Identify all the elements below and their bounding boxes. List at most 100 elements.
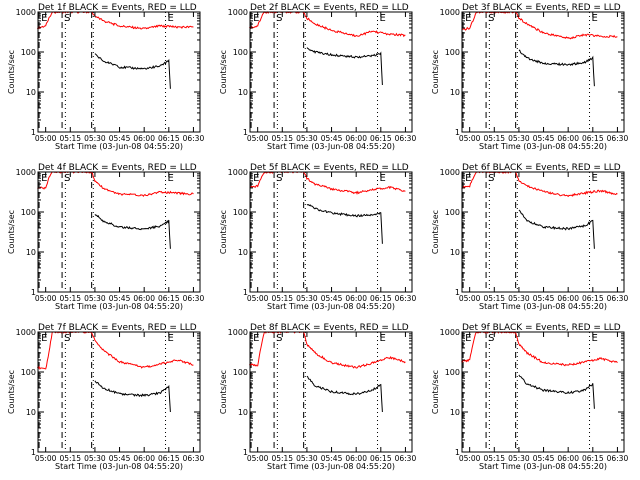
y-tick-label: 10: [450, 408, 460, 417]
x-tick-label: 05:45: [321, 454, 343, 463]
series-events: [518, 374, 595, 409]
marker-label: E: [41, 173, 47, 184]
panel-title: Det 3f BLACK = Events, RED = LLD: [462, 3, 621, 13]
panel-title: Det 7f BLACK = Events, RED = LLD: [38, 323, 197, 333]
x-tick-label: 06:15: [158, 134, 180, 143]
y-tick-label: 10: [26, 408, 36, 417]
x-tick-label: 06:15: [582, 454, 604, 463]
series-events: [94, 380, 171, 413]
series-lld: [249, 11, 406, 38]
x-tick-label: 05:45: [533, 134, 555, 143]
panel-title: Det 6f BLACK = Events, RED = LLD: [462, 163, 621, 173]
x-tick-label: 06:00: [133, 454, 155, 463]
series-events: [518, 49, 595, 87]
x-tick-label: 05:45: [109, 454, 131, 463]
x-tick-label: 05:00: [459, 294, 481, 303]
y-tick-label: 100: [21, 48, 36, 57]
y-axis-label: Counts/sec: [431, 370, 440, 414]
marker-label: E: [465, 173, 471, 184]
marker-label: S: [64, 13, 70, 24]
x-tick-label: 06:30: [607, 294, 629, 303]
marker-label: E: [592, 13, 598, 24]
y-tick-label: 1000: [16, 328, 36, 337]
y-tick-label: 1000: [228, 8, 248, 17]
y-tick-label: 10: [238, 88, 248, 97]
x-tick-label: 05:30: [296, 134, 318, 143]
series-events: [306, 375, 383, 413]
y-tick-label: 1000: [16, 168, 36, 177]
x-tick-label: 06:30: [607, 134, 629, 143]
x-tick-label: 06:30: [607, 454, 629, 463]
y-tick-label: 10: [450, 248, 460, 257]
y-tick-label: 1000: [16, 8, 36, 17]
x-axis-label: Start Time (03-Jun-08 04:55:20): [267, 302, 395, 311]
marker-label: E: [465, 13, 471, 24]
panel-title: Det 2f BLACK = Events, RED = LLD: [250, 3, 409, 13]
x-tick-label: 05:15: [483, 454, 505, 463]
x-tick-label: 06:15: [370, 134, 392, 143]
x-tick-label: 06:15: [158, 294, 180, 303]
marker-label: S: [488, 333, 494, 344]
x-tick-label: 05:15: [483, 134, 505, 143]
x-tick-label: 06:30: [183, 294, 205, 303]
x-tick-label: 06:15: [370, 294, 392, 303]
series-events: [306, 203, 383, 244]
x-tick-label: 05:45: [109, 294, 131, 303]
marker-label: S: [276, 173, 282, 184]
panel-title: Det 1f BLACK = Events, RED = LLD: [38, 3, 197, 13]
panel-title: Det 4f BLACK = Events, RED = LLD: [38, 163, 197, 173]
x-tick-label: 05:15: [59, 294, 81, 303]
y-tick-label: 10: [238, 248, 248, 257]
x-tick-label: 05:30: [84, 134, 106, 143]
series-events: [306, 47, 383, 86]
x-tick-label: 05:15: [59, 454, 81, 463]
x-tick-label: 06:00: [557, 294, 579, 303]
x-tick-label: 06:00: [557, 454, 579, 463]
marker-label: E: [380, 13, 386, 24]
series-lld: [37, 331, 194, 370]
y-tick-label: 100: [445, 368, 460, 377]
y-tick-label: 1: [455, 448, 460, 457]
series-events: [94, 214, 171, 249]
marker-label: S: [488, 13, 494, 24]
x-tick-label: 05:00: [35, 134, 57, 143]
y-tick-label: 1: [455, 288, 460, 297]
y-tick-label: 1000: [228, 328, 248, 337]
plot-frame: [37, 11, 201, 133]
y-tick-label: 1: [31, 448, 36, 457]
panel-title: Det 5f BLACK = Events, RED = LLD: [250, 163, 409, 173]
marker-label: S: [276, 13, 282, 24]
y-axis-label: Counts/sec: [219, 50, 228, 94]
y-tick-label: 10: [26, 248, 36, 257]
x-tick-label: 06:00: [133, 134, 155, 143]
marker-label: S: [488, 173, 494, 184]
x-tick-label: 06:30: [183, 454, 205, 463]
x-axis-label: Start Time (03-Jun-08 04:55:20): [55, 462, 183, 471]
y-tick-label: 10: [450, 88, 460, 97]
x-tick-label: 05:00: [247, 454, 269, 463]
x-tick-label: 05:15: [271, 454, 293, 463]
plot-frame: [249, 171, 413, 293]
y-axis-label: Counts/sec: [431, 210, 440, 254]
x-axis-label: Start Time (03-Jun-08 04:55:20): [55, 302, 183, 311]
panel-title: Det 8f BLACK = Events, RED = LLD: [250, 323, 409, 333]
y-tick-label: 10: [26, 88, 36, 97]
x-tick-label: 05:30: [508, 134, 530, 143]
marker-label: E: [41, 13, 47, 24]
x-tick-label: 06:30: [395, 294, 417, 303]
x-tick-label: 05:00: [459, 134, 481, 143]
marker-label: S: [64, 333, 70, 344]
x-axis-label: Start Time (03-Jun-08 04:55:20): [479, 142, 607, 151]
y-tick-label: 1000: [440, 328, 460, 337]
marker-label: E: [253, 13, 259, 24]
y-tick-label: 100: [21, 368, 36, 377]
y-axis-label: Counts/sec: [7, 50, 16, 94]
x-tick-label: 05:15: [59, 134, 81, 143]
x-axis-label: Start Time (03-Jun-08 04:55:20): [267, 462, 395, 471]
x-axis-label: Start Time (03-Jun-08 04:55:20): [479, 302, 607, 311]
marker-label: E: [41, 333, 47, 344]
plot-frame: [461, 11, 625, 133]
x-tick-label: 06:00: [557, 134, 579, 143]
